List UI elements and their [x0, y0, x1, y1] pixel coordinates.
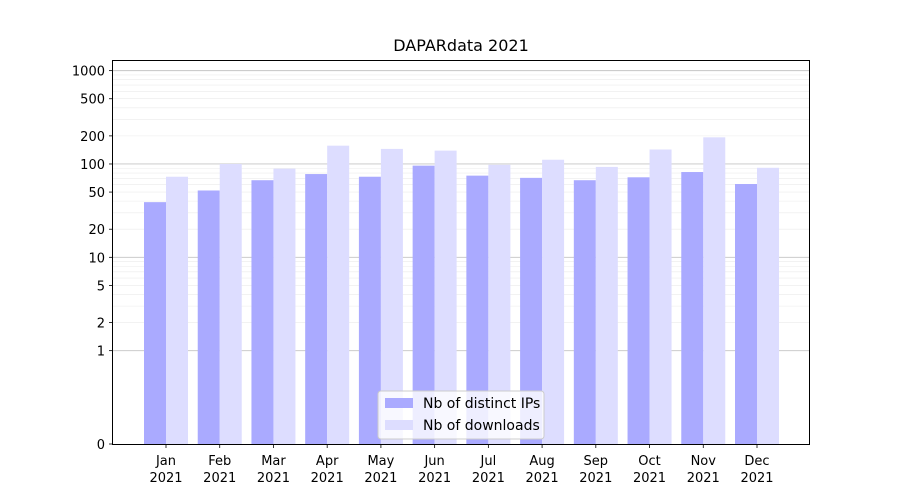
x-tick-label-year: 2021	[149, 471, 182, 486]
bar-downloads	[488, 164, 511, 445]
x-tick-label-year: 2021	[740, 471, 773, 486]
y-tick-label: 500	[80, 93, 105, 108]
x-tick-label-month: Dec	[744, 454, 769, 469]
bar-distinct-ips	[197, 190, 220, 444]
x-tick-label-year: 2021	[472, 471, 505, 486]
legend-swatch-distinct-ips	[385, 398, 413, 408]
bar-distinct-ips	[520, 177, 543, 444]
x-tick-label-month: Sep	[584, 454, 609, 469]
x-tick-label-year: 2021	[418, 471, 451, 486]
x-tick-label-month: Jul	[480, 454, 497, 469]
bar-distinct-ips	[412, 165, 435, 444]
x-tick-label-month: Oct	[638, 454, 660, 469]
bar-downloads	[649, 149, 672, 444]
legend-label-distinct-ips: Nb of distinct IPs	[423, 396, 540, 412]
x-tick-label-month: Jan	[155, 454, 176, 469]
bar-downloads	[595, 166, 618, 445]
x-tick-label-month: Jun	[423, 454, 444, 469]
bar-distinct-ips	[681, 172, 704, 444]
y-tick-label: 20	[88, 223, 105, 238]
legend: Nb of distinct IPs Nb of downloads	[377, 390, 545, 440]
bar-downloads	[757, 167, 779, 445]
bar-downloads	[327, 145, 350, 444]
y-tick-label: 50	[88, 186, 105, 201]
bar-distinct-ips	[466, 175, 489, 444]
y-tick-label: 1	[97, 345, 105, 360]
y-tick-label: 5	[97, 279, 105, 294]
x-tick-label-year: 2021	[311, 471, 344, 486]
x-tick-label-month: Mar	[261, 454, 286, 469]
bar-downloads	[166, 176, 188, 444]
bar-distinct-ips	[735, 184, 757, 444]
x-tick-label-month: Apr	[316, 454, 339, 469]
bar-distinct-ips	[144, 202, 166, 444]
legend-frame	[377, 390, 545, 440]
y-tick-label: 1000	[72, 65, 105, 80]
x-tick-label-year: 2021	[633, 471, 666, 486]
bar-downloads	[434, 150, 457, 444]
bar-distinct-ips	[627, 177, 650, 444]
bar-distinct-ips	[305, 174, 328, 444]
x-tick-label-year: 2021	[257, 471, 290, 486]
x-tick-label-year: 2021	[526, 471, 559, 486]
y-tick-label: 10	[88, 251, 105, 266]
chart-title: DAPARdata 2021	[393, 36, 529, 55]
y-tick-label: 200	[80, 130, 105, 145]
x-tick-label-year: 2021	[579, 471, 612, 486]
x-tick-label-year: 2021	[687, 471, 720, 486]
y-axis: 0 1 2 5 10 20 50 100 200 500 1000	[72, 65, 113, 453]
x-tick-label-month: May	[367, 454, 394, 469]
bar-downloads	[703, 137, 726, 445]
x-tick-label-year: 2021	[203, 471, 236, 486]
bar-downloads	[273, 168, 296, 444]
y-tick-label: 2	[97, 317, 105, 332]
plot-frame	[112, 60, 810, 445]
bar-distinct-ips	[251, 180, 274, 445]
bar-distinct-ips	[573, 180, 596, 445]
bar-distinct-ips	[358, 176, 381, 444]
x-axis: Jan 2021 Feb 2021 Mar 2021 Apr 2021 May 2021 Jun 20…	[149, 444, 774, 486]
bar-downloads	[380, 148, 403, 444]
y-tick-label: 100	[80, 158, 105, 173]
bars	[144, 137, 779, 445]
bar-downloads	[542, 159, 565, 444]
x-tick-label-month: Feb	[208, 454, 231, 469]
bar-downloads	[219, 163, 242, 445]
x-tick-label-month: Aug	[529, 454, 554, 469]
x-tick-label-month: Nov	[691, 454, 717, 469]
y-tick-label: 0	[97, 438, 105, 453]
legend-swatch-downloads	[385, 420, 413, 430]
legend-label-downloads: Nb of downloads	[423, 418, 540, 434]
x-tick-label-year: 2021	[364, 471, 397, 486]
